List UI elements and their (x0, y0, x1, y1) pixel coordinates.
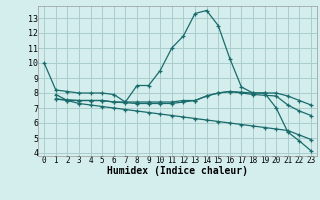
X-axis label: Humidex (Indice chaleur): Humidex (Indice chaleur) (107, 166, 248, 176)
